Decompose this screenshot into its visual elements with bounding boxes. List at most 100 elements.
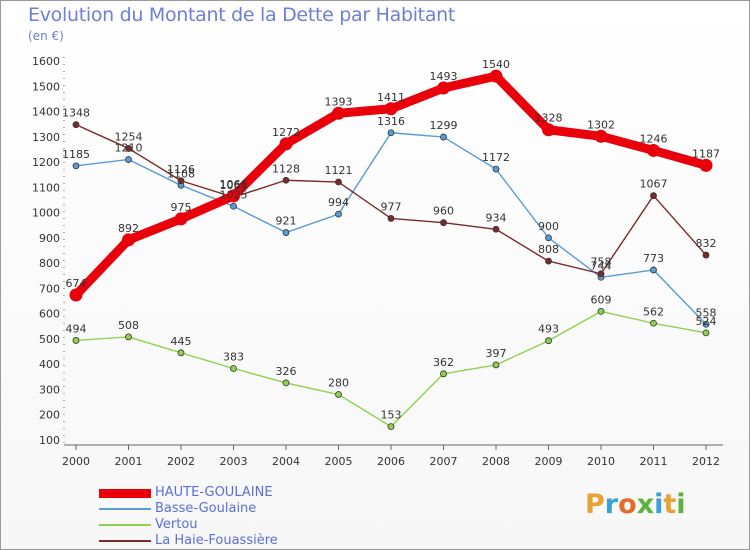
data-point-haute-goulaine (227, 189, 240, 203)
y-tick-label: 1000 (32, 207, 60, 220)
data-point-vertou (282, 379, 290, 387)
data-point-haute-goulaine (122, 233, 135, 247)
y-tick-label: 700 (39, 282, 60, 295)
data-point-basse-goulaine (440, 133, 447, 141)
data-point-vertou (650, 319, 657, 327)
data-label-haute-goulaine: 1393 (325, 95, 353, 108)
data-point-basse-goulaine (72, 162, 80, 170)
data-label-vertou: 493 (538, 323, 559, 336)
chart-title: Evolution du Montant de la Dette par Hab… (28, 4, 456, 26)
x-tick-label: 2009 (535, 455, 563, 468)
x-tick-label: 2000 (62, 455, 90, 468)
data-point-vertou (177, 349, 185, 357)
data-point-la-haie-fouassi-re (72, 121, 80, 129)
data-label-la-haie-fouassi-re: 1128 (272, 162, 300, 175)
data-point-la-haie-fouassi-re (702, 251, 710, 259)
chart-unit-label: (en €) (28, 29, 64, 43)
data-point-la-haie-fouassi-re (282, 176, 290, 184)
y-tick-label: 200 (39, 409, 60, 422)
data-label-basse-goulaine: 921 (276, 215, 297, 228)
data-label-la-haie-fouassi-re: 1121 (325, 164, 353, 177)
y-tick-label: 600 (39, 308, 60, 321)
y-tick-label: 1600 (32, 55, 60, 68)
data-point-vertou (335, 391, 342, 398)
data-label-la-haie-fouassi-re: 832 (696, 237, 717, 250)
y-tick-label: 900 (39, 232, 60, 245)
data-point-la-haie-fouassi-re (387, 215, 395, 222)
x-tick-label: 2008 (482, 455, 510, 468)
data-label-haute-goulaine: 1066 (220, 178, 248, 191)
data-label-haute-goulaine: 1411 (377, 91, 405, 104)
data-label-vertou: 445 (171, 335, 192, 348)
legend-swatch (99, 540, 151, 542)
x-tick-label: 2011 (640, 455, 668, 468)
data-point-haute-goulaine (542, 123, 555, 137)
data-label-la-haie-fouassi-re: 934 (486, 211, 507, 224)
data-label-basse-goulaine: 1025 (220, 188, 248, 201)
data-label-haute-goulaine: 1493 (430, 70, 458, 83)
data-label-vertou: 280 (328, 377, 349, 390)
data-point-la-haie-fouassi-re (177, 177, 185, 185)
data-label-haute-goulaine: 1328 (535, 112, 563, 125)
legend-item-haute-goulaine: HAUTE-GOULAINE (99, 485, 359, 501)
data-point-la-haie-fouassi-re (440, 219, 447, 227)
data-point-basse-goulaine (282, 229, 290, 236)
y-tick-label: 1400 (32, 106, 60, 119)
x-tick-label: 2006 (377, 455, 405, 468)
legend-swatch (99, 524, 151, 526)
legend-label: HAUTE-GOULAINE (155, 485, 273, 500)
data-point-vertou (125, 333, 132, 341)
y-tick-label: 1500 (32, 80, 60, 93)
data-label-basse-goulaine: 1108 (167, 167, 195, 180)
logo-letter: i (654, 489, 664, 520)
y-tick-label: 800 (39, 257, 60, 270)
y-tick-label: 1200 (32, 156, 60, 169)
y-tick-label: 100 (39, 434, 60, 447)
x-tick-label: 2012 (692, 455, 720, 468)
data-label-vertou: 326 (276, 365, 297, 378)
data-label-basse-goulaine: 900 (538, 220, 559, 233)
data-label-la-haie-fouassi-re: 960 (433, 205, 454, 218)
logo-letter: t (663, 489, 677, 520)
x-tick-label: 2002 (167, 455, 195, 468)
data-point-haute-goulaine (69, 288, 83, 302)
legend-item-la-haie-fouassi-re: La Haie-Fouassière (99, 533, 359, 549)
data-point-vertou (387, 423, 395, 431)
legend-swatch (99, 508, 151, 510)
data-label-la-haie-fouassi-re: 977 (381, 200, 402, 213)
data-point-la-haie-fouassi-re (650, 192, 657, 200)
data-point-vertou (702, 329, 710, 337)
data-point-vertou (597, 307, 605, 315)
data-point-haute-goulaine (699, 158, 713, 172)
data-point-haute-goulaine (489, 69, 503, 83)
data-label-vertou: 508 (118, 319, 139, 332)
data-point-vertou (545, 337, 552, 345)
data-label-basse-goulaine: 994 (328, 196, 349, 209)
data-label-basse-goulaine: 744 (591, 259, 612, 272)
legend-label: Vertou (155, 517, 198, 532)
logo-letter: i (676, 489, 686, 520)
legend-label: La Haie-Fouassière (155, 533, 278, 548)
data-label-basse-goulaine: 1299 (430, 119, 458, 132)
series-line-basse-goulaine (75, 132, 707, 325)
logo-letter: P (585, 489, 605, 520)
data-label-la-haie-fouassi-re: 1254 (115, 130, 143, 143)
data-point-la-haie-fouassi-re (545, 257, 552, 265)
data-label-vertou: 383 (223, 350, 244, 363)
y-tick-label: 300 (39, 383, 60, 396)
y-tick-label: 1100 (32, 181, 60, 194)
data-point-basse-goulaine (230, 202, 237, 210)
data-point-haute-goulaine (279, 137, 293, 151)
data-point-la-haie-fouassi-re (125, 145, 132, 152)
x-tick-label: 2005 (325, 455, 353, 468)
x-tick-label: 2003 (220, 455, 248, 468)
data-point-basse-goulaine (545, 234, 552, 242)
data-label-basse-goulaine: 773 (643, 252, 664, 265)
data-label-basse-goulaine: 1172 (482, 151, 510, 164)
data-point-haute-goulaine (174, 212, 188, 226)
data-point-la-haie-fouassi-re (492, 225, 500, 233)
data-point-la-haie-fouassi-re (597, 270, 605, 278)
data-label-basse-goulaine: 1210 (115, 142, 143, 155)
chart-series (69, 69, 713, 431)
data-label-la-haie-fouassi-re: 1126 (167, 163, 195, 176)
